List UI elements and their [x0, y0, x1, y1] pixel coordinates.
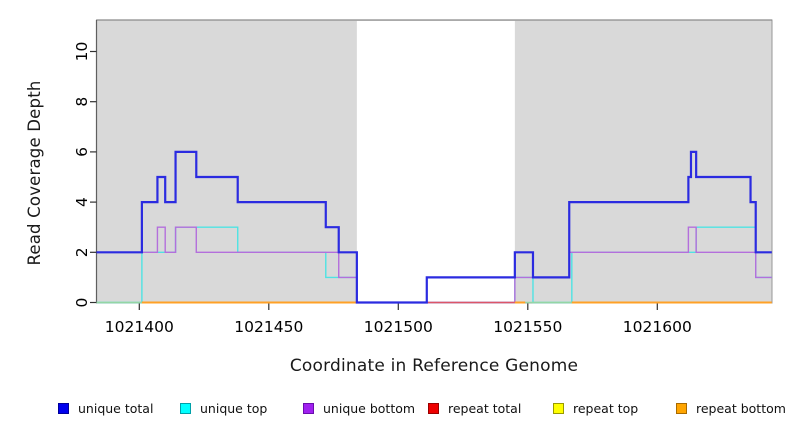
- y-axis-ticks: 0 2 4 6 8 10: [73, 42, 97, 308]
- unshaded-gap-region: [356, 20, 515, 303]
- legend-label: unique top: [200, 400, 268, 416]
- legend-swatch-unique-top: [180, 402, 191, 414]
- legend-swatch-unique-bottom: [303, 402, 314, 414]
- legend-item-unique-total: unique total: [58, 398, 153, 418]
- legend-label: repeat top: [573, 400, 639, 416]
- y-tick-label: 10: [73, 42, 91, 62]
- legend-swatch-repeat-top: [553, 402, 564, 414]
- x-axis-ticks: 1021400 1021450 1021500 1021550 1021600: [105, 303, 692, 336]
- y-tick-label: 8: [73, 97, 91, 107]
- y-tick-label: 2: [73, 247, 91, 257]
- y-tick-label: 6: [73, 147, 91, 157]
- x-tick-label: 1021400: [105, 318, 174, 336]
- series-lines: [96, 150, 772, 304]
- x-tick-label: 1021550: [493, 318, 562, 336]
- x-tick-label: 1021500: [364, 318, 433, 336]
- x-tick-label: 1021600: [623, 318, 692, 336]
- legend-item-repeat-bottom: repeat bottom: [676, 398, 786, 418]
- legend-label: unique bottom: [323, 400, 416, 416]
- legend-label: repeat total: [448, 400, 522, 416]
- x-axis-title: Coordinate in Reference Genome: [289, 356, 579, 376]
- legend-item-repeat-top: repeat top: [553, 398, 638, 418]
- legend-swatch-repeat-total: [428, 402, 439, 414]
- legend-label: unique total: [78, 400, 154, 416]
- x-tick-label: 1021450: [234, 318, 303, 336]
- legend-swatch-repeat-bottom: [676, 402, 687, 414]
- legend-item-unique-bottom: unique bottom: [303, 398, 415, 418]
- legend-item-unique-top: unique top: [180, 398, 267, 418]
- y-tick-label: 0: [73, 298, 91, 308]
- legend-label: repeat bottom: [696, 400, 786, 416]
- y-axis-title: Read Coverage Depth: [25, 80, 44, 266]
- legend: unique total unique top unique bottom repea…: [0, 398, 792, 422]
- legend-swatch-unique-total: [58, 402, 69, 414]
- series-unique-total: [96, 150, 772, 304]
- legend-item-repeat-total: repeat total: [428, 398, 521, 418]
- y-tick-label: 4: [73, 197, 91, 207]
